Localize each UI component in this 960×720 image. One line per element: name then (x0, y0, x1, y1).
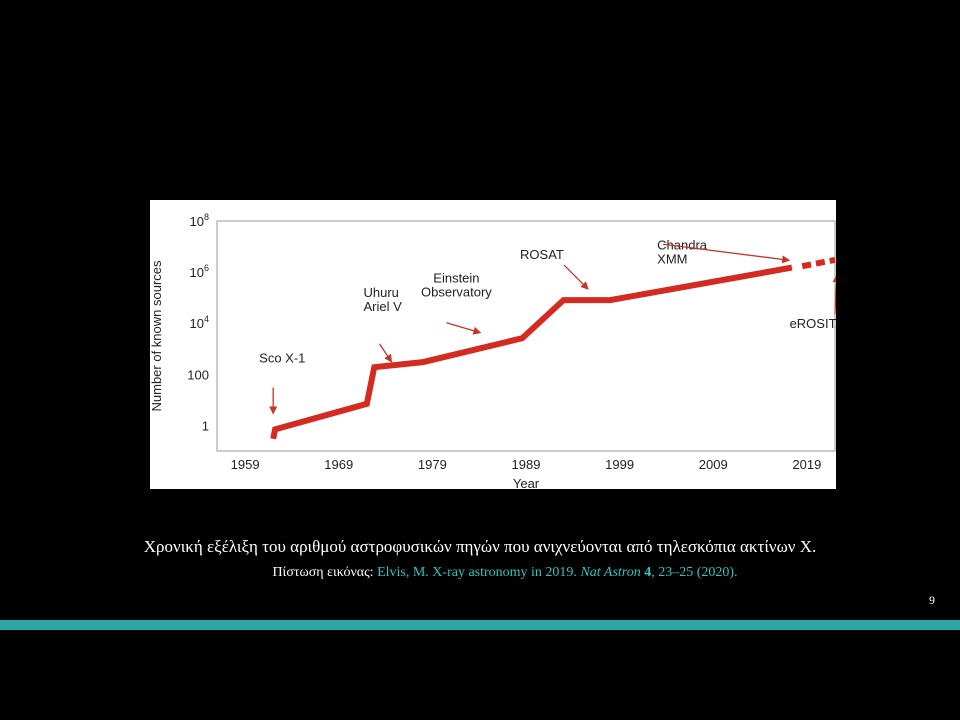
y-tick-label: 100 (187, 367, 209, 382)
image-credit: Πίστωση εικόνας: Elvis, M. X-ray astrono… (0, 565, 960, 581)
x-ray-sources-chart: 1 100 104 106 108 1959 1969 1979 1989 1999 2009 201… (150, 212, 836, 489)
annotation-arrow (563, 264, 589, 290)
accent-bar (0, 620, 960, 630)
credit-volume: 4 (644, 565, 652, 580)
annotation-label: XMM (657, 251, 687, 266)
x-tick-label: 2009 (699, 457, 728, 472)
x-tick-label: 1979 (418, 457, 447, 472)
y-axis-label: Number of known sources (150, 260, 164, 412)
annotation-label: Einstein (433, 271, 479, 286)
x-tick-label: 1989 (512, 457, 541, 472)
x-tick-label: 1959 (231, 457, 260, 472)
x-axis-label: Year (513, 476, 540, 489)
annotation-arrow (446, 322, 482, 335)
credit-ref-part2: , 23–25 (2020). (651, 565, 738, 580)
annotation-label: Observatory (421, 285, 492, 300)
credit-prefix: Πίστωση εικόνας: (272, 565, 378, 580)
credit-reference-link[interactable]: Elvis, M. X-ray astronomy in 2019. Nat A… (377, 565, 738, 580)
annotation-arrow (378, 343, 393, 363)
x-tick-label: 2019 (792, 457, 821, 472)
annotation-label: Uhuru (364, 285, 399, 300)
sources-series-line (270, 264, 793, 440)
x-tick-label: 1969 (324, 457, 353, 472)
x-tick-label: 1999 (605, 457, 634, 472)
y-tick-label: 106 (190, 263, 209, 280)
credit-ref-part1: Elvis, M. X-ray astronomy in 2019. (377, 565, 581, 580)
y-tick-label: 1 (202, 418, 209, 433)
annotation-arrow (832, 274, 836, 315)
figure-caption: Χρονική εξέλιξη του αριθμού αστροφυσικών… (143, 537, 817, 556)
annotation-label: eROSITA (790, 316, 836, 331)
annotation-arrow (663, 243, 791, 264)
annotation-label: Ariel V (364, 299, 403, 314)
y-tick-label: 104 (190, 314, 209, 331)
y-tick-label: 108 (190, 212, 209, 229)
plot-frame (216, 220, 836, 452)
chart-panel: 1 100 104 106 108 1959 1969 1979 1989 1999 2009 201… (150, 200, 836, 489)
annotation-label: Sco X-1 (259, 351, 305, 366)
projected-series-line (801, 256, 836, 270)
slide-number: 9 (929, 593, 935, 607)
annotation-label: ROSAT (520, 247, 564, 262)
credit-journal: Nat Astron (580, 565, 641, 580)
